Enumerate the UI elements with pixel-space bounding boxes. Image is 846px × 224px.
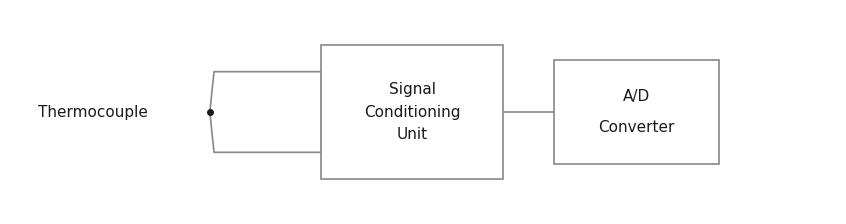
Text: Unit: Unit	[397, 127, 428, 142]
Bar	[554, 60, 719, 164]
Polygon shape	[210, 72, 321, 152]
Bar	[321, 45, 503, 179]
Text: Converter: Converter	[598, 120, 675, 135]
Text: Thermocouple: Thermocouple	[38, 105, 148, 119]
Text: A/D: A/D	[623, 89, 651, 104]
Text: Conditioning: Conditioning	[364, 105, 461, 119]
Text: Signal: Signal	[389, 82, 436, 97]
